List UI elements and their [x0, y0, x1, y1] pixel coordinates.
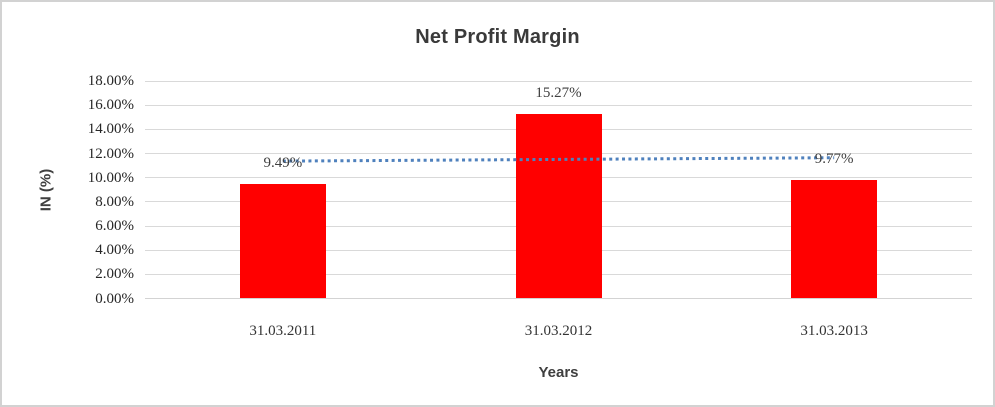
x-axis-category-label: 31.03.2011 [249, 323, 317, 339]
data-label: 9.49% [263, 154, 303, 171]
x-axis-title: Years [538, 364, 579, 381]
data-label: 9.77% [814, 151, 854, 168]
x-axis-category-label: 31.03.2013 [800, 323, 868, 339]
bar-31.03.2013 [791, 180, 878, 299]
y-axis-tick-label: 14.00% [87, 121, 134, 138]
x-axis-category-label: 31.03.2012 [524, 323, 593, 339]
data-label: 15.27% [535, 84, 582, 101]
bar-31.03.2012 [515, 113, 602, 299]
y-axis-tick-label: 6.00% [95, 218, 134, 234]
y-axis-tick-label: 16.00% [87, 97, 134, 114]
y-axis-tick-label: 0.00% [95, 290, 134, 307]
y-axis-tick-label: 18.00% [87, 73, 134, 89]
gridline [145, 104, 972, 106]
y-axis-title: IN (%) [37, 168, 55, 212]
y-axis-tick-label: 8.00% [95, 193, 134, 210]
y-axis-tick-label: 2.00% [95, 266, 134, 283]
gridline [145, 80, 972, 82]
bar-31.03.2011 [239, 183, 326, 299]
x-axis-baseline [145, 298, 972, 299]
y-axis-tick-label: 4.00% [95, 242, 134, 259]
y-axis-tick-label: 12.00% [87, 145, 134, 162]
chart-title: Net Profit Margin [415, 26, 580, 48]
y-axis-tick-label: 10.00% [87, 169, 134, 186]
